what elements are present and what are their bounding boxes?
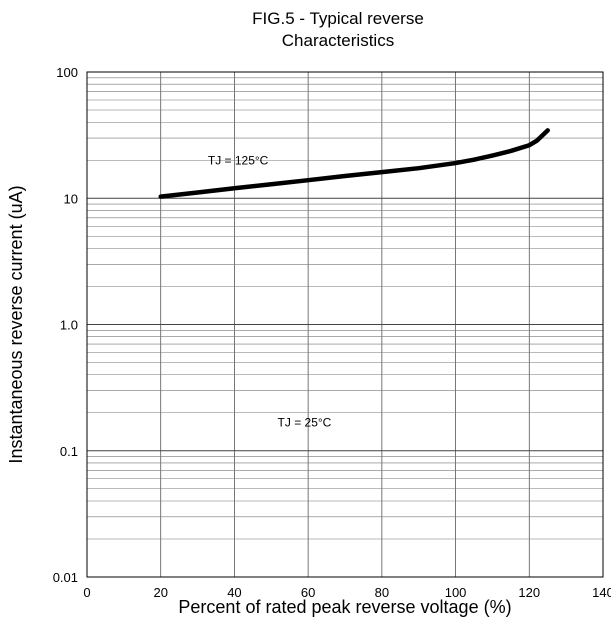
annotation-label: TJ = 125°C xyxy=(208,154,269,168)
annotation-label: TJ = 25°C xyxy=(278,416,332,430)
plot-border xyxy=(86,71,604,578)
series-lines xyxy=(158,128,550,199)
x-tick-label: 60 xyxy=(301,585,315,600)
x-tick-label: 0 xyxy=(83,585,90,600)
x-tick-label: 40 xyxy=(227,585,241,600)
series-line xyxy=(158,128,550,199)
chart-title: FIG.5 - Typical reverse Characteristics xyxy=(252,9,424,50)
grid xyxy=(87,72,603,577)
y-tick-label: 0.01 xyxy=(53,570,78,585)
y-tick-label: 1.0 xyxy=(60,318,78,333)
chart-title-text: FIG.5 - Typical reverse Characteristics xyxy=(252,9,424,50)
y-tick-label: 100 xyxy=(56,65,78,80)
annotations: TJ = 125°C TJ = 25°C xyxy=(208,154,332,430)
y-tick-label: 10 xyxy=(64,191,78,206)
x-tick-label: 20 xyxy=(153,585,167,600)
y-tick-label: 0.1 xyxy=(60,444,78,459)
chart-title-line: FIG.5 - Typical reverse xyxy=(252,9,424,28)
tick-labels: 0 20 40 60 80 100 120 140 100 10 1.0 0.1 0.01 xyxy=(53,65,611,600)
x-tick-label: 100 xyxy=(445,585,467,600)
x-tick-label: 120 xyxy=(518,585,540,600)
chart-title-line: Characteristics xyxy=(282,31,394,50)
x-tick-label: 80 xyxy=(375,585,389,600)
x-axis-label: Percent of rated peak reverse voltage (%… xyxy=(178,597,511,617)
x-tick-label: 140 xyxy=(592,585,611,600)
y-axis-label: Instantaneous reverse current (uA) xyxy=(6,185,26,463)
